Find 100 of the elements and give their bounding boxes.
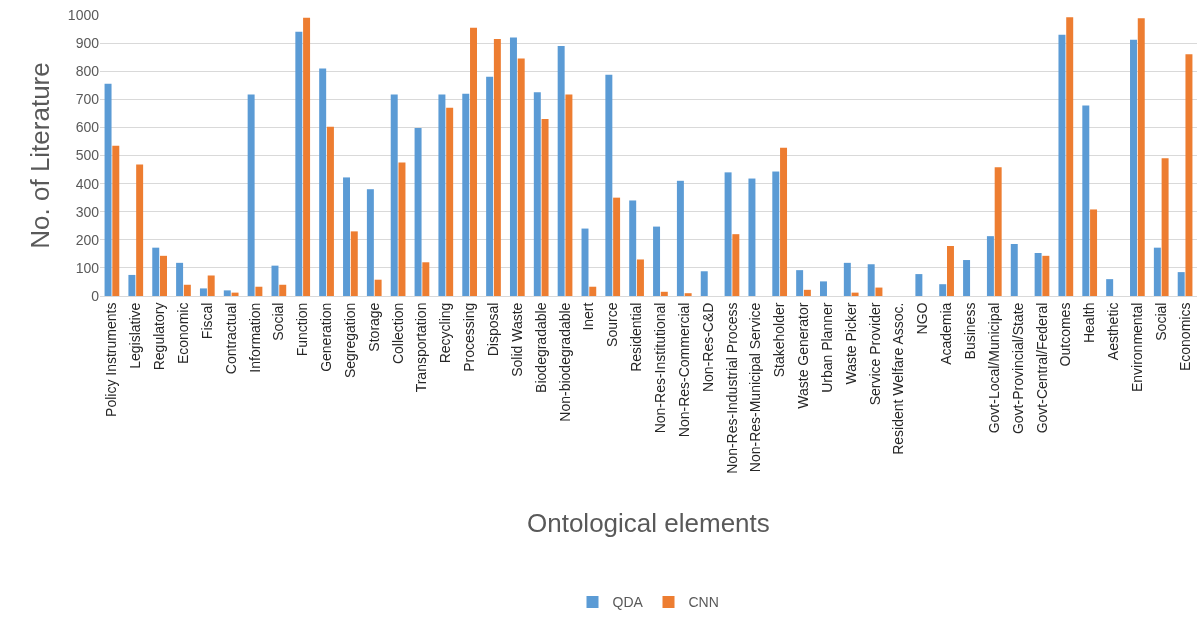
x-tick-label: Waste Generator — [795, 302, 812, 409]
bar — [653, 226, 661, 296]
bar — [946, 245, 954, 296]
x-tick-label: Legislative — [127, 302, 144, 369]
x-tick-label: Economic — [175, 302, 192, 365]
bar — [223, 290, 231, 296]
x-tick-label: Non-Res-C&D — [699, 302, 716, 393]
bar — [136, 164, 144, 296]
y-tick-label: 900 — [75, 35, 100, 51]
bar — [1137, 18, 1145, 296]
bar — [1058, 34, 1066, 296]
bar — [994, 167, 1002, 296]
bar — [533, 92, 541, 296]
bar — [470, 27, 477, 296]
bar — [366, 189, 374, 296]
bar — [295, 31, 303, 296]
bar — [660, 291, 668, 296]
x-tick-label: Non-Res-Institutional — [651, 302, 668, 434]
bar — [867, 264, 875, 296]
y-tick-label: 500 — [75, 147, 100, 164]
x-tick-label: Source — [604, 302, 621, 347]
legend-label: QDA — [612, 594, 644, 611]
bar — [557, 45, 565, 296]
bar — [446, 107, 454, 296]
bar — [350, 231, 358, 296]
bar — [207, 275, 215, 296]
bar — [279, 284, 287, 296]
y-tick-label: 0 — [91, 287, 100, 304]
bar — [1161, 158, 1169, 296]
y-tick-label: 400 — [75, 175, 100, 192]
bar — [915, 274, 923, 296]
bar — [326, 126, 334, 296]
x-tick-label: Policy Instruments — [103, 302, 120, 417]
bar — [986, 236, 994, 296]
bar — [724, 172, 732, 296]
bar — [1010, 244, 1018, 296]
x-tick-label: Business — [962, 302, 978, 360]
bar — [796, 270, 804, 296]
bar — [732, 234, 740, 296]
bar — [843, 262, 851, 296]
bar — [939, 284, 947, 296]
x-tick-label: Solid Waste — [508, 302, 525, 377]
bar — [684, 293, 692, 296]
x-axis-title: Ontological elements — [527, 508, 770, 538]
x-tick-label: NGO — [914, 302, 931, 335]
bar — [1066, 17, 1074, 296]
bar — [748, 178, 756, 296]
bar — [414, 127, 422, 296]
x-tick-label: Disposal — [485, 302, 502, 357]
x-tick-label: Environmental — [1128, 302, 1145, 393]
bar — [1090, 209, 1098, 296]
y-tick-label: 800 — [75, 63, 100, 80]
bar — [963, 260, 971, 296]
bar — [1034, 253, 1042, 296]
bar — [176, 262, 184, 296]
bar — [1185, 54, 1193, 296]
bar — [152, 247, 160, 296]
bar — [1130, 39, 1137, 296]
bar — [1153, 247, 1161, 296]
x-tick-label: Residential — [628, 302, 645, 372]
x-tick-label: Social — [1152, 302, 1169, 341]
bar — [398, 162, 406, 296]
x-tick-label: Non-Res-Commercial — [675, 302, 692, 438]
bar — [565, 94, 573, 296]
bar — [780, 147, 788, 296]
bar — [303, 17, 311, 296]
bar — [803, 289, 811, 296]
bar — [493, 38, 501, 296]
y-tick-label: 200 — [75, 231, 100, 248]
bar — [605, 74, 613, 296]
bar — [820, 281, 827, 296]
x-tick-label: Biodegradable — [532, 302, 549, 393]
x-tick-label: Function — [294, 302, 311, 357]
x-tick-label: Health — [1081, 302, 1098, 344]
bar — [390, 94, 398, 296]
y-tick-label: 700 — [75, 91, 100, 108]
x-tick-label: Govt-Local/Municipal — [985, 302, 1002, 434]
x-tick-label: Non-biodegradable — [556, 302, 573, 422]
bar — [319, 68, 327, 296]
x-tick-label: Non-Res-Municipal Service — [747, 302, 764, 473]
x-tick-label: Urban Planner — [818, 302, 835, 393]
legend-label: CNN — [688, 594, 719, 611]
x-tick-label: Generation — [318, 302, 335, 372]
x-tick-label: Recycling — [437, 302, 454, 364]
x-tick-label: Processing — [461, 302, 478, 372]
bar — [1177, 272, 1185, 296]
y-tick-label: 1000 — [67, 6, 100, 23]
bar — [772, 171, 780, 296]
bar — [541, 118, 549, 296]
bar — [160, 255, 167, 296]
bar — [629, 200, 637, 296]
x-tick-label: Storage — [365, 302, 382, 352]
bar — [1082, 105, 1090, 296]
x-tick-label: Segregation — [341, 302, 358, 379]
x-tick-label: Waste Picker — [842, 302, 859, 385]
bar — [486, 76, 494, 296]
bar — [112, 145, 120, 296]
x-tick-label: Inert — [580, 302, 597, 331]
x-tick-label: Govt-Provincial/State — [1009, 302, 1026, 435]
x-tick-label: Govt-Central/Federal — [1033, 302, 1050, 434]
